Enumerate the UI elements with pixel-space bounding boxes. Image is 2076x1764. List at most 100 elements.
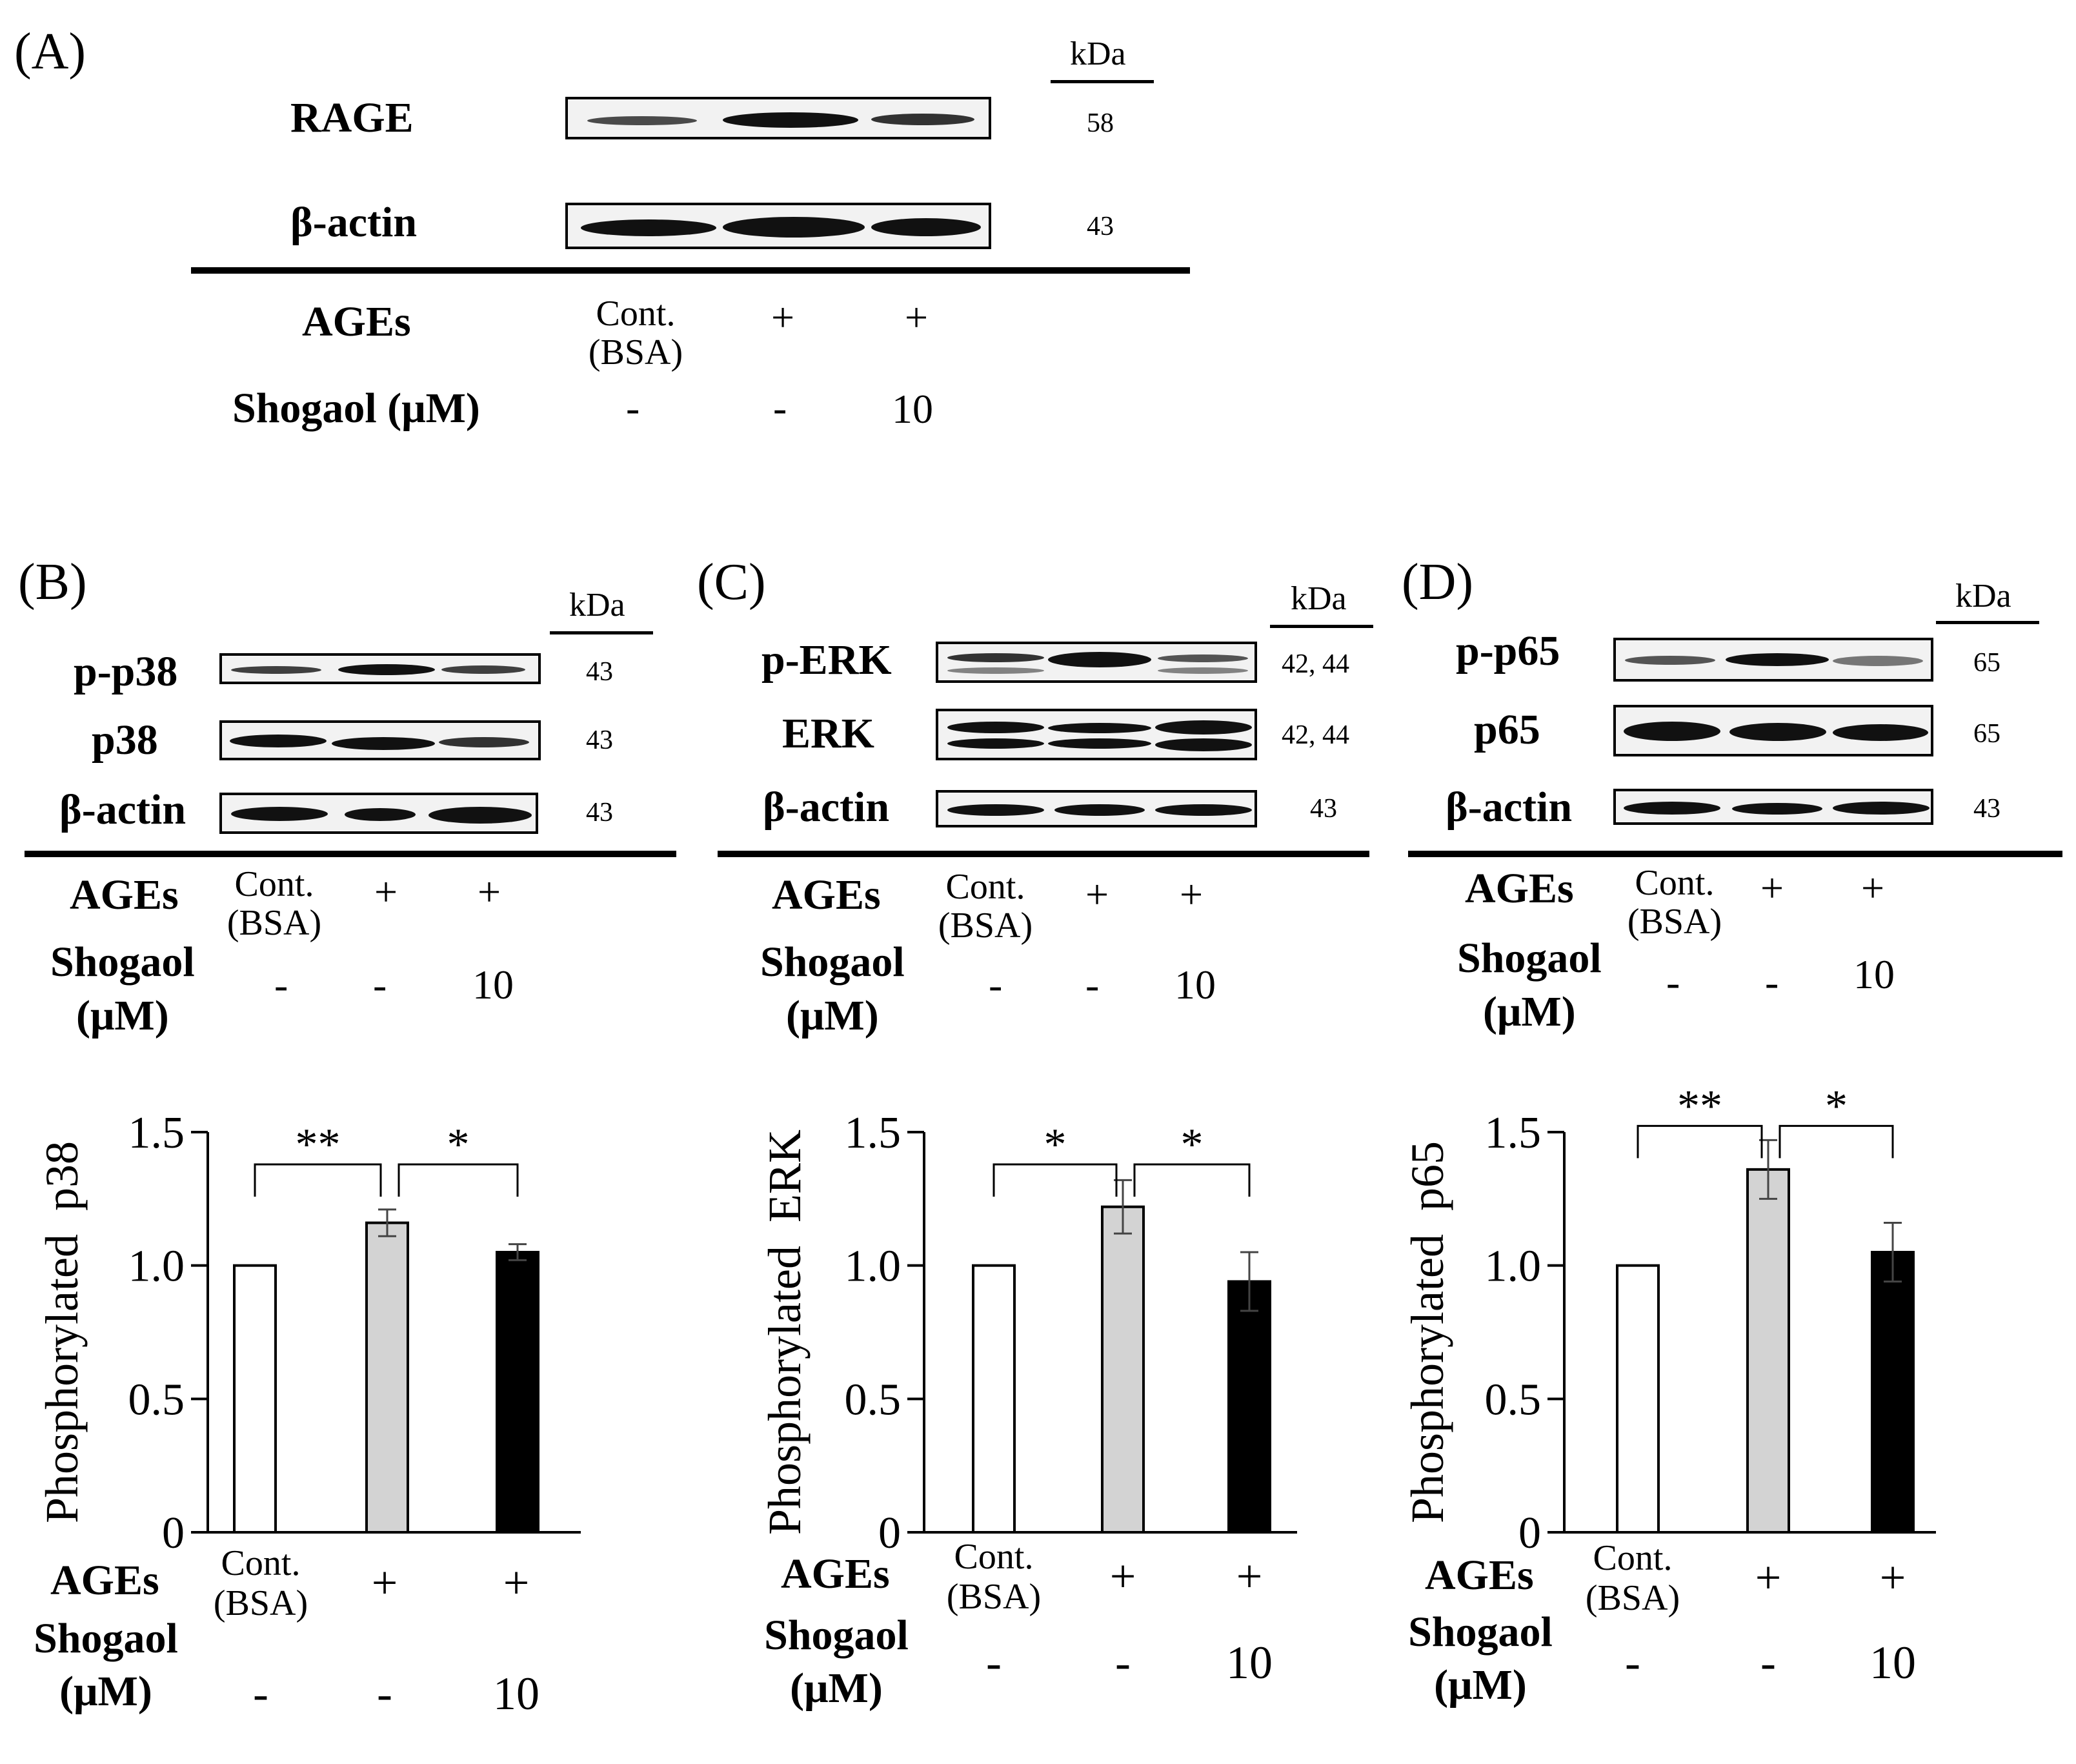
kda-p65: 65 (1973, 719, 2000, 749)
x-shogaol-value: 10 (1226, 1637, 1273, 1688)
significance-bracket (398, 1163, 519, 1197)
bar (1746, 1168, 1790, 1534)
x-shogaol-value: 10 (493, 1668, 539, 1719)
panel-b-kda-header: kDa (569, 587, 625, 623)
x-ages-label: AGEs (50, 1557, 159, 1604)
x-ages-value: (BSA) (214, 1583, 308, 1623)
x-ages-value: (BSA) (1586, 1578, 1680, 1618)
x-ages-value: Cont. (954, 1537, 1034, 1577)
x-shogaol-label: (μM) (59, 1668, 152, 1715)
ages-value-3: + (1180, 871, 1204, 917)
kda-beta-actin: 43 (1087, 212, 1114, 241)
bar (1871, 1251, 1915, 1534)
kda-rage: 58 (1087, 108, 1114, 138)
panel-b-label: (B) (18, 554, 87, 611)
significance-bracket (254, 1163, 382, 1197)
significance-bracket (1779, 1124, 1894, 1159)
separator-line (191, 267, 1190, 274)
x-ages-value: + (1110, 1550, 1136, 1602)
blot-p-p65 (1613, 638, 1933, 682)
shogaol-value-3: 10 (472, 962, 514, 1008)
x-ages-value: + (372, 1557, 398, 1608)
shogaol-label: Shogaol (μM) (232, 385, 480, 432)
panel-c-kda-header: kDa (1291, 580, 1347, 617)
y-axis-label: Phosphorylated ERK (759, 1130, 811, 1535)
bar (972, 1264, 1016, 1534)
blot-beta-actin (565, 203, 991, 249)
ages-value-1: Cont. (BSA) (1627, 863, 1722, 942)
significance-bracket (1637, 1124, 1763, 1159)
panel-d-kda-header: kDa (1955, 578, 2011, 614)
kda-underline (1270, 625, 1373, 628)
blot-label-p-erk: p-ERK (761, 636, 892, 684)
significance-label: * (447, 1120, 470, 1170)
kda-p38: 43 (586, 725, 613, 755)
kda-underline (550, 631, 653, 634)
ages-value-1: Cont. (BSA) (588, 294, 683, 373)
x-shogaol-value: - (253, 1668, 268, 1719)
x-ages-value: Cont. (1593, 1538, 1673, 1578)
bar (1101, 1205, 1145, 1534)
x-shogaol-value: - (986, 1637, 1002, 1688)
separator-line (1408, 851, 2062, 857)
y-tick-label: 1.0 (845, 1242, 902, 1292)
ages-label: AGEs (1465, 865, 1574, 912)
ages-label: AGEs (70, 871, 179, 918)
significance-bracket (1133, 1163, 1251, 1197)
ages-value-2: + (771, 294, 795, 340)
blot-label-p38: p38 (92, 716, 158, 764)
shogaol-value-1: - (626, 385, 640, 431)
y-axis-label: Phosphorylated p65 (1402, 1141, 1453, 1523)
kda-p-erk: 42, 44 (1282, 649, 1349, 679)
shogaol-value-1: - (274, 962, 288, 1008)
blot-label-beta-actin: β-actin (290, 199, 418, 246)
y-tick-label: 0 (1518, 1508, 1541, 1558)
separator-line (25, 851, 676, 857)
blot-p-p38 (219, 653, 541, 684)
blot-beta-actin (936, 790, 1257, 827)
shogaol-value-3: 10 (1853, 951, 1895, 997)
shogaol-value-2: - (1765, 959, 1779, 1005)
x-ages-value: Cont. (221, 1543, 301, 1583)
x-shogaol-value: - (1625, 1637, 1640, 1688)
significance-label: * (1044, 1120, 1067, 1170)
blot-label-rage: RAGE (290, 94, 414, 141)
bar (365, 1221, 409, 1534)
blot-label-p65: p65 (1474, 706, 1540, 753)
kda-erk: 42, 44 (1282, 720, 1349, 750)
shogaol-value-2: - (373, 962, 387, 1008)
kda-p-p65: 65 (1973, 648, 2000, 678)
y-tick-label: 0 (162, 1508, 185, 1558)
bar (1616, 1264, 1660, 1534)
ages-label: AGEs (772, 871, 881, 918)
y-tick-label: 0.5 (128, 1375, 185, 1424)
blot-rage (565, 97, 991, 139)
significance-label: ** (1677, 1081, 1722, 1131)
shogaol-label: Shogaol (μM) (50, 938, 195, 1039)
x-ages-label: AGEs (1425, 1552, 1534, 1599)
x-ages-value: + (503, 1557, 530, 1608)
ages-value-3: + (905, 294, 929, 340)
x-shogaol-value: - (1115, 1637, 1131, 1688)
ages-value-2: + (374, 869, 398, 915)
x-shogaol-label: Shogaol (764, 1612, 909, 1659)
kda-beta-actin: 43 (1973, 794, 2000, 824)
y-tick-label: 1.5 (128, 1108, 185, 1158)
x-shogaol-label: (μM) (1434, 1661, 1527, 1708)
blot-beta-actin (1613, 789, 1933, 825)
shogaol-label: Shogaol (μM) (1457, 935, 1602, 1035)
ages-value-1: Cont. (BSA) (938, 867, 1033, 946)
x-ages-value: + (1755, 1552, 1782, 1603)
bar (496, 1251, 539, 1534)
ages-value-3: + (478, 869, 501, 915)
shogaol-label: Shogaol (μM) (760, 938, 905, 1039)
shogaol-value-2: - (773, 385, 787, 431)
shogaol-value-2: - (1085, 962, 1100, 1008)
blot-label-beta-actin: β-actin (1446, 784, 1573, 831)
blot-beta-actin (219, 793, 538, 834)
y-tick-label: 0.5 (1485, 1375, 1542, 1424)
x-shogaol-label: Shogaol (34, 1615, 178, 1662)
